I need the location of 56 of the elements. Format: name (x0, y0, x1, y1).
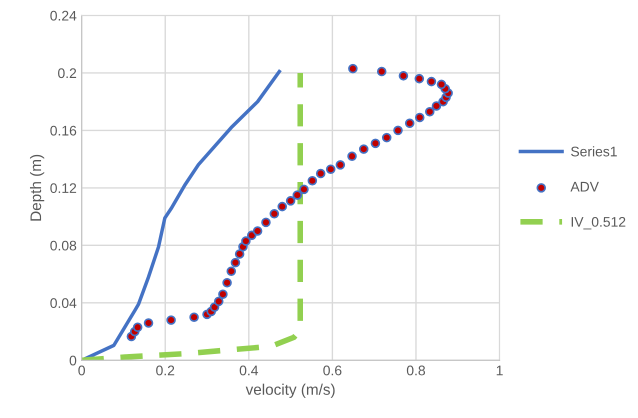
point (436, 80, 446, 90)
point (234, 249, 244, 259)
point (404, 118, 414, 128)
point (230, 258, 240, 268)
point (214, 296, 224, 306)
x-axis-title: velocity (m/s) (246, 384, 335, 398)
point (370, 138, 380, 148)
y-tick-label: 0.08 (50, 240, 76, 251)
point (308, 176, 318, 186)
point (426, 76, 436, 86)
point (241, 236, 251, 246)
point (336, 160, 346, 170)
x-tick-label: 0.4 (240, 366, 258, 376)
legend-label: IV_0.512 (572, 216, 626, 230)
point (393, 126, 403, 136)
point (382, 132, 392, 142)
y-tick-label: 0.2 (58, 68, 76, 78)
point (414, 112, 424, 122)
point (132, 322, 142, 332)
point (348, 64, 358, 74)
x-tick-label: 0.2 (156, 366, 174, 376)
x-tick-label: 1 (496, 366, 503, 376)
y-tick-label: 0.24 (50, 10, 76, 21)
point (414, 74, 424, 84)
legend-label: Series1 (571, 146, 617, 156)
y-tick-label: 0.16 (50, 126, 76, 136)
point (246, 230, 257, 240)
y-tick-label: 0.12 (50, 183, 76, 194)
point (270, 208, 280, 219)
x-tick-label: 0.8 (406, 366, 426, 376)
point (292, 190, 302, 200)
y-axis-title: Depth (m) (30, 154, 44, 221)
point (144, 318, 154, 328)
point (425, 106, 435, 116)
point (299, 184, 309, 194)
point (358, 144, 369, 154)
x-tick-label: 0.6 (323, 366, 342, 376)
x-tick-label: 0 (78, 366, 85, 376)
point (398, 71, 408, 81)
y-tick-label: 0 (70, 356, 76, 366)
point (252, 226, 262, 236)
point (277, 202, 288, 212)
point (432, 101, 442, 111)
point (218, 289, 228, 299)
point (347, 152, 357, 162)
point (226, 266, 236, 276)
point (376, 66, 386, 76)
point (316, 168, 326, 178)
point (261, 218, 271, 228)
point (166, 315, 176, 325)
y-tick-label: 0.04 (50, 298, 76, 308)
point (222, 278, 232, 288)
point (326, 164, 336, 174)
point (189, 312, 199, 322)
legend-label: ADV (570, 182, 599, 192)
point (286, 196, 296, 206)
